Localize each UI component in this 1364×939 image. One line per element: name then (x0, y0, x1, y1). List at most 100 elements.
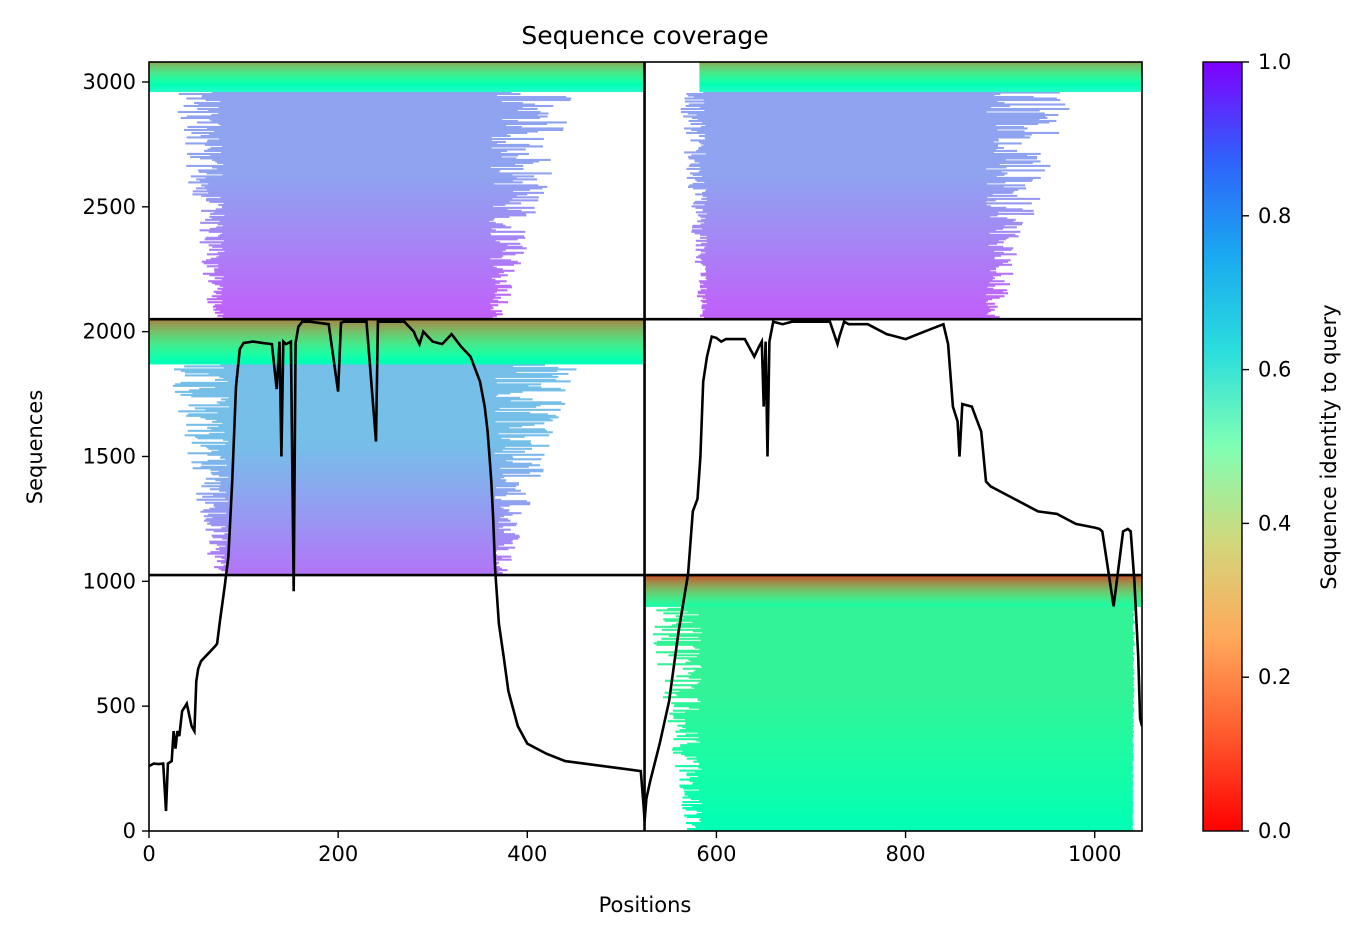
coverage-row (697, 214, 998, 217)
coverage-row (191, 441, 531, 444)
coverage-row (704, 247, 1014, 250)
coverage-row (644, 600, 1142, 603)
coverage-row (699, 85, 1142, 88)
coverage-row (219, 546, 516, 549)
coverage-row (202, 272, 499, 275)
coverage-row (184, 434, 550, 437)
coverage-row (149, 80, 645, 84)
coverage-row (695, 211, 999, 214)
coverage-row (225, 443, 532, 446)
coverage-row (228, 396, 520, 399)
coverage-row (149, 336, 645, 339)
coverage-row (696, 759, 1134, 762)
coverage-row (704, 181, 1006, 184)
x-tick-label: 1000 (1068, 842, 1121, 866)
coverage-row (196, 178, 538, 181)
coverage-row (694, 178, 1033, 181)
coverage-row (184, 365, 514, 368)
coverage-row (149, 339, 645, 342)
coverage-row (218, 567, 503, 570)
coverage-row (214, 283, 496, 286)
coverage-block (644, 575, 1142, 831)
coverage-row (688, 672, 1135, 675)
coverage-row (687, 112, 1045, 115)
coverage-row (644, 594, 1142, 597)
coverage-block (680, 62, 1142, 320)
coverage-row (215, 292, 495, 295)
coverage-row (644, 585, 1142, 588)
coverage-row (706, 196, 988, 199)
coverage-row (219, 375, 559, 378)
coverage-row (149, 323, 645, 326)
x-tick-label: 800 (886, 842, 926, 866)
coverage-row (224, 250, 503, 253)
coverage-row (695, 826, 1133, 829)
coverage-row (686, 774, 1134, 777)
coverage-row (695, 244, 989, 247)
coverage-row (180, 369, 558, 372)
coverage-row (680, 110, 987, 114)
coverage-row (702, 175, 997, 178)
coverage-row (214, 271, 505, 274)
coverage-row (209, 488, 516, 491)
coverage-row (225, 399, 511, 402)
coverage-row (686, 816, 1133, 819)
coverage-block (149, 62, 645, 320)
coverage-row (211, 119, 518, 123)
coverage-row (210, 468, 544, 471)
coverage-row (222, 247, 527, 250)
coverage-row (664, 619, 1134, 622)
coverage-row (149, 82, 645, 85)
coverage-row (212, 158, 551, 161)
coverage-row (702, 296, 1000, 299)
coverage-row (698, 140, 994, 143)
coverage-row (228, 531, 504, 534)
coverage-row (229, 405, 537, 408)
coverage-row (679, 778, 1133, 781)
coverage-row (149, 344, 645, 347)
chart-title: Sequence coverage (521, 21, 768, 50)
coverage-row (209, 521, 499, 524)
coverage-row (183, 128, 564, 132)
coverage-row (644, 576, 1142, 579)
coverage-row (697, 697, 1134, 700)
coverage-row (149, 68, 645, 72)
coverage-row (698, 280, 1005, 283)
coverage-row (691, 128, 998, 132)
coverage-row (191, 131, 528, 135)
coverage-row (684, 814, 1133, 817)
coverage-row (701, 305, 998, 308)
coverage-row (695, 239, 999, 242)
coverage-row (685, 733, 1134, 736)
coverage-row (686, 176, 1041, 179)
y-tick-label: 1500 (83, 444, 136, 468)
coverage-row (207, 552, 496, 555)
coverage-row (684, 97, 1057, 100)
coverage-row (201, 209, 522, 212)
coverage-row (644, 586, 1142, 589)
coverage-row (699, 284, 996, 287)
coverage-row (704, 101, 1005, 105)
coverage-row (186, 423, 535, 426)
coverage-row (687, 828, 1133, 831)
coverage-row (218, 425, 523, 428)
colorbar-tick-label: 0.2 (1258, 665, 1291, 689)
coverage-row (688, 155, 1038, 158)
coverage-row (220, 363, 546, 366)
coverage-row (207, 522, 518, 525)
coverage-row (209, 507, 504, 510)
coverage-row (693, 670, 1134, 673)
coverage-row (219, 220, 490, 223)
coverage-row (672, 684, 1135, 687)
coverage-row (149, 362, 645, 365)
coverage-row (696, 295, 1005, 298)
coverage-row (667, 720, 1134, 723)
coverage-row (699, 83, 1142, 87)
coverage-row (149, 345, 645, 348)
coverage-row (690, 172, 1008, 175)
coverage-row (692, 182, 987, 185)
coverage-row (673, 709, 1135, 712)
coverage-row (703, 283, 1010, 286)
coverage-row (227, 570, 499, 573)
coverage-row (221, 151, 501, 154)
